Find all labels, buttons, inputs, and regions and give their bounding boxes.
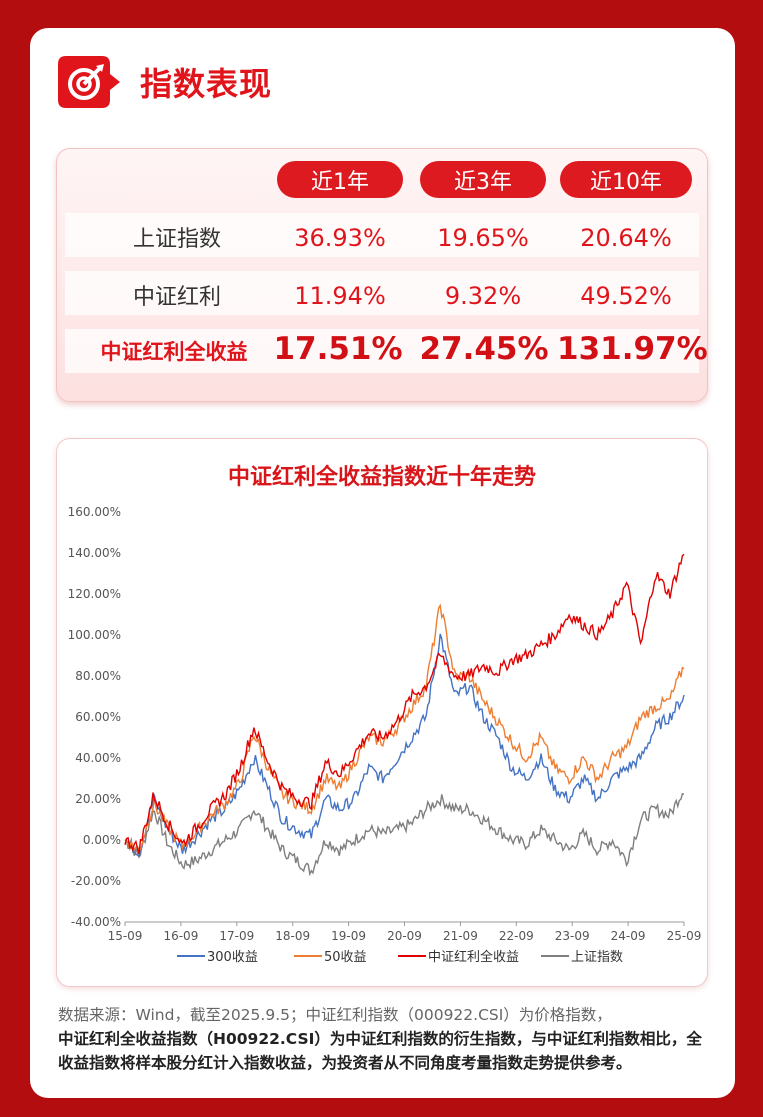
- row-value: 36.93%: [294, 224, 386, 252]
- period-1y-badge: 近1年: [277, 161, 403, 198]
- footnote-source: 数据来源：Wind，截至2025.9.5；中证红利指数（000922.CSI）为…: [58, 1006, 612, 1024]
- x-tick-label: 23-09: [555, 929, 590, 943]
- row-value: 9.32%: [444, 282, 522, 310]
- y-tick-label: 80.00%: [75, 669, 121, 683]
- row-value-highlight: 131.97%: [557, 331, 708, 367]
- x-tick-label: 24-09: [611, 929, 646, 943]
- row-label-csi-dividend: 中证红利: [132, 285, 221, 310]
- legend-label: 300收益: [207, 950, 258, 965]
- x-tick-label: 19-09: [331, 929, 366, 943]
- legend-label: 中证红利全收益: [428, 949, 519, 965]
- performance-table: 近1年 近3年 近10年 上证指数 36.93% 19.65% 20.64% 中…: [56, 148, 708, 402]
- y-tick-label: -40.00%: [71, 915, 121, 929]
- y-tick-label: -20.00%: [71, 874, 121, 888]
- footnote: 数据来源：Wind，截至2025.9.5；中证红利指数（000922.CSI）为…: [58, 1003, 713, 1075]
- y-tick-label: 0.00%: [83, 833, 121, 847]
- y-tick-label: 120.00%: [68, 587, 121, 601]
- row-background: [65, 271, 699, 315]
- y-tick-label: 160.00%: [68, 505, 121, 519]
- x-tick-label: 15-09: [108, 929, 143, 943]
- x-tick-label: 20-09: [387, 929, 422, 943]
- y-tick-label: 140.00%: [68, 546, 121, 560]
- y-tick-label: 20.00%: [75, 792, 121, 806]
- chart-panel: 中证红利全收益指数近十年走势 160.00% 140.00% 120.00% 100.…: [56, 438, 708, 987]
- y-tick-label: 40.00%: [75, 751, 121, 765]
- series-line: [124, 792, 685, 877]
- row-background: [65, 213, 699, 257]
- series-line: [124, 603, 685, 852]
- line-chart: 160.00% 140.00% 120.00% 100.00% 80.00% 60.00%…: [68, 505, 702, 965]
- legend-label: 50收益: [324, 950, 367, 965]
- row-label-total-return: 中证红利全收益: [100, 340, 248, 364]
- period-3y-badge: 近3年: [420, 161, 546, 198]
- target-logo-icon: [58, 56, 130, 108]
- row-value-highlight: 17.51%: [273, 331, 403, 367]
- page-title: 指数表现: [140, 65, 273, 103]
- section-header: 指数表现: [58, 56, 272, 108]
- x-tick-label: 18-09: [275, 929, 310, 943]
- series-line: [124, 633, 685, 858]
- main-card: 指数表现 近1年 近3年 近10年 上证指数 36.93% 19.65% 20.…: [30, 28, 735, 1098]
- x-tick-label: 22-09: [499, 929, 534, 943]
- x-tick-label: 25-09: [667, 929, 702, 943]
- x-tick-label: 16-09: [163, 929, 198, 943]
- x-tick-label: 17-09: [219, 929, 254, 943]
- series-line: [124, 553, 685, 855]
- row-value: 11.94%: [294, 282, 386, 310]
- footnote-description: 中证红利全收益指数（H00922.CSI）为中证红利指数的衍生指数，与中证红利指…: [58, 1030, 702, 1072]
- y-tick-label: 100.00%: [68, 628, 121, 642]
- row-value: 20.64%: [580, 224, 672, 252]
- legend-label: 上证指数: [571, 950, 623, 965]
- row-value: 19.65%: [437, 224, 529, 252]
- chart-title: 中证红利全收益指数近十年走势: [227, 465, 536, 490]
- row-background: [65, 329, 699, 373]
- y-tick-label: 60.00%: [75, 710, 121, 724]
- x-tick-label: 21-09: [443, 929, 478, 943]
- row-label-sse: 上证指数: [132, 227, 221, 252]
- row-value-highlight: 27.45%: [419, 331, 549, 367]
- row-value: 49.52%: [580, 282, 672, 310]
- period-10y-badge: 近10年: [560, 161, 692, 198]
